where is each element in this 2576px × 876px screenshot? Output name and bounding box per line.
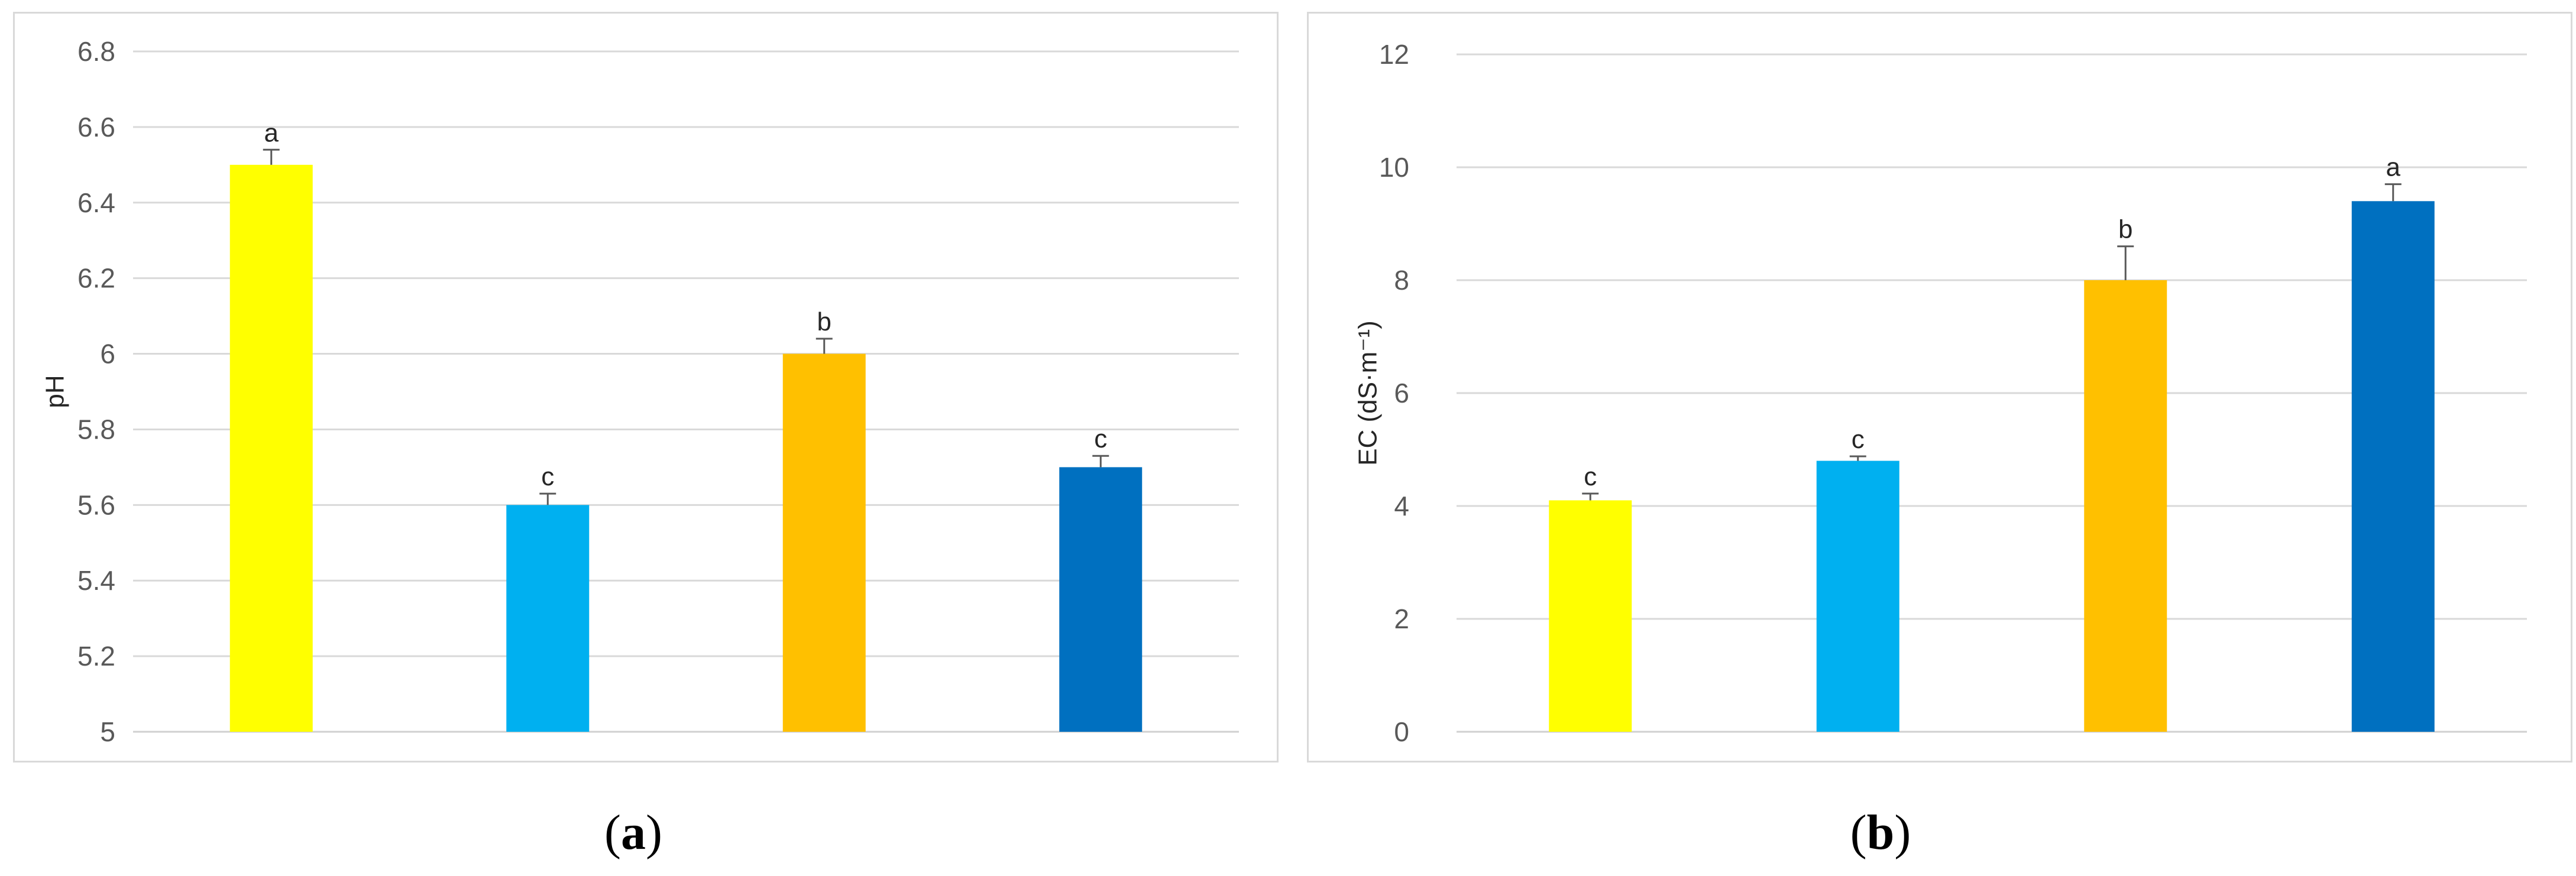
bar bbox=[1059, 467, 1143, 732]
caption-b-open: ( bbox=[1850, 805, 1867, 860]
bar bbox=[229, 164, 313, 732]
caption-b-close: ) bbox=[1894, 805, 1911, 860]
significance-letter: c bbox=[1584, 462, 1597, 491]
significance-letter: a bbox=[264, 118, 279, 147]
chart-panel-b: 0 2 4 6 8 10 12 EC (dS·m⁻¹) c c b a bbox=[1307, 12, 2572, 763]
chart-a-svg: 5 5.2 5.4 5.6 5.8 6 6.2 6.4 6.6 6.8 pH a c b c bbox=[41, 36, 1239, 747]
y-tick-label: 6 bbox=[100, 339, 115, 369]
caption-b-letter: b bbox=[1866, 805, 1895, 860]
chart-panel-a: 5 5.2 5.4 5.6 5.8 6 6.2 6.4 6.6 6.8 pH a c b c bbox=[13, 12, 1279, 763]
y-tick-label: 5 bbox=[100, 716, 115, 747]
significance-letter: a bbox=[2386, 153, 2401, 182]
caption-a: (a) bbox=[545, 804, 722, 861]
y-tick-label: 6.2 bbox=[77, 263, 115, 294]
y-tick-label: 2 bbox=[1394, 604, 1409, 634]
bar bbox=[782, 353, 866, 732]
y-tick-label: 5.4 bbox=[77, 565, 115, 596]
y-tick-label: 10 bbox=[1379, 152, 1409, 183]
caption-b: (b) bbox=[1792, 804, 1969, 861]
y-tick-label: 5.8 bbox=[77, 414, 115, 445]
bar bbox=[1816, 460, 1899, 732]
y-tick-label: 5.6 bbox=[77, 489, 115, 520]
caption-a-close: ) bbox=[646, 805, 662, 860]
significance-letter: c bbox=[1852, 425, 1865, 454]
bar bbox=[2084, 280, 2167, 732]
significance-letter: b bbox=[2118, 215, 2132, 244]
y-tick-label: 6.8 bbox=[77, 36, 115, 67]
y-tick-label: 6 bbox=[1394, 378, 1409, 408]
significance-letter: c bbox=[1094, 424, 1107, 453]
caption-a-letter: a bbox=[621, 805, 646, 860]
y-tick-label: 5.2 bbox=[77, 641, 115, 671]
y-tick-label: 12 bbox=[1379, 39, 1409, 70]
y-tick-label: 4 bbox=[1394, 491, 1409, 521]
significance-letter: c bbox=[541, 462, 554, 491]
y-axis-label: pH bbox=[41, 375, 70, 408]
caption-a-open: ( bbox=[604, 805, 621, 860]
y-axis-label: EC (dS·m⁻¹) bbox=[1354, 320, 1383, 466]
bar bbox=[506, 505, 590, 732]
bar bbox=[1549, 500, 1632, 732]
bar bbox=[2351, 201, 2435, 732]
y-tick-label: 6.4 bbox=[77, 187, 115, 218]
y-tick-label: 0 bbox=[1394, 716, 1409, 747]
significance-letter: b bbox=[817, 307, 831, 336]
chart-b-svg: 0 2 4 6 8 10 12 EC (dS·m⁻¹) c c b a bbox=[1354, 39, 2527, 747]
y-tick-label: 6.6 bbox=[77, 112, 115, 142]
y-tick-label: 8 bbox=[1394, 265, 1409, 296]
